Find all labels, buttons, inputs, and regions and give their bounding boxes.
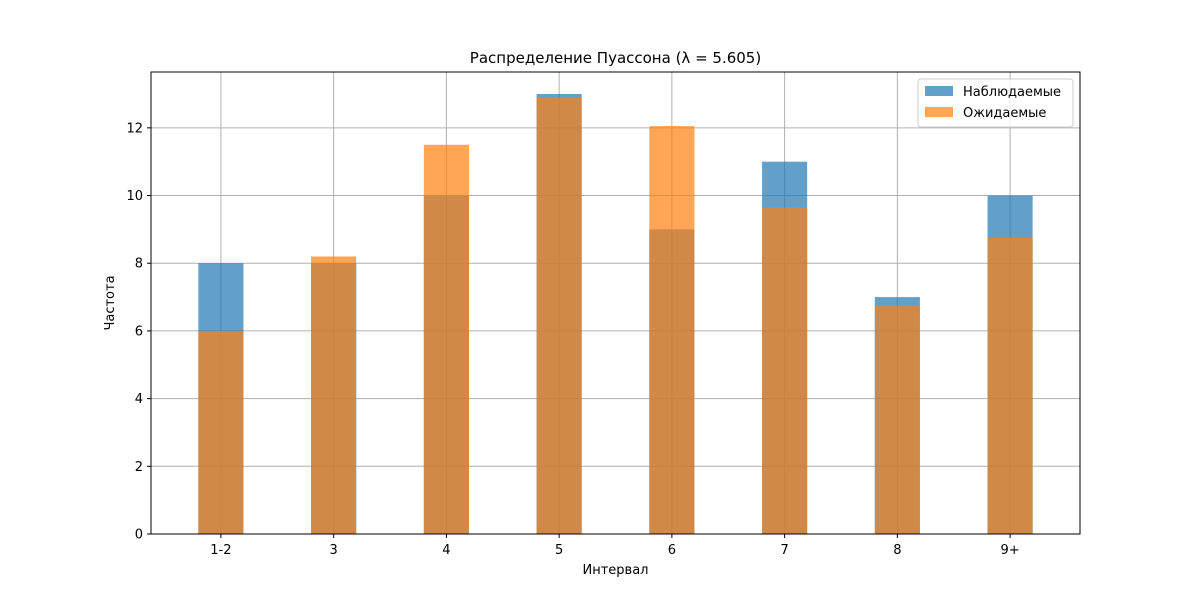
legend: Наблюдаемые Ожидаемые [917,78,1074,128]
x-tick-label: 4 [442,543,450,558]
y-tick-label: 2 [135,460,143,475]
bar-expected-4 [423,144,469,534]
x-tick-label: 7 [780,543,788,558]
x-tick-label: 9+ [1001,543,1020,558]
x-tick-label: 6 [668,543,676,558]
bar-expected-3 [311,256,357,534]
y-tick-label: 0 [135,528,143,543]
y-tick-label: 6 [135,324,143,339]
bar-expected-9+ [987,237,1033,534]
legend-box [917,78,1074,128]
x-tick-label: 3 [330,543,338,558]
grid [151,72,1080,535]
y-tick-label: 8 [135,257,143,272]
x-axis-label: Интервал [583,563,649,578]
bar-expected-7 [762,207,808,534]
x-tick-label: 5 [555,543,563,558]
bar-expected-6 [649,126,695,535]
bar-expected-8 [874,305,920,534]
bars [198,94,1033,535]
y-tick-label: 12 [126,121,143,136]
legend-swatch [925,86,953,96]
bar-expected-5 [536,97,582,534]
plot-frame [150,71,1081,535]
bar-expected-1-2 [198,330,244,534]
y-axis-label: Частота [103,275,118,330]
y-tick-label: 4 [135,392,143,407]
axis-ticks: 0 2 4 6 8 10 12 1-2 3 4 5 6 7 8 9+ [126,121,1019,558]
x-tick-label: 8 [893,543,901,558]
x-tick-label: 1-2 [210,543,231,558]
y-tick-label: 10 [126,189,143,204]
chart-title: Распределение Пуассона (λ = 5.605) [470,49,761,67]
legend-swatch [925,107,953,117]
legend-label: Наблюдаемые [963,85,1061,100]
legend-label: Ожидаемые [963,106,1046,121]
